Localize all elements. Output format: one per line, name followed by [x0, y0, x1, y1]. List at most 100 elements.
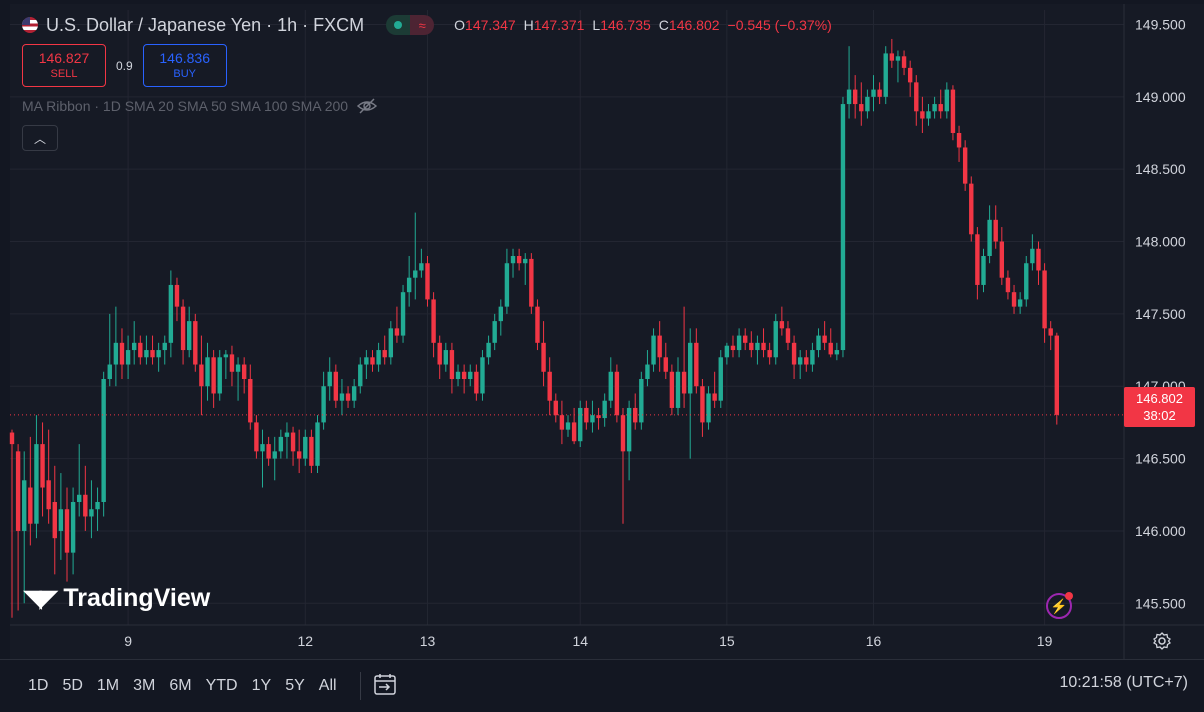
x-tick-label: 12 [297, 633, 313, 649]
gear-icon[interactable] [1152, 631, 1172, 651]
candle-body [77, 494, 82, 502]
candle-body [504, 263, 510, 307]
range-selector: 1D 5D 1M 3M 6M YTD 1Y 5Y All [22, 674, 344, 698]
range-5d[interactable]: 5D [62, 677, 83, 694]
candle-body [101, 379, 106, 502]
hidden-eye-icon[interactable] [356, 98, 378, 114]
range-1d[interactable]: 1D [28, 677, 49, 694]
candle-body [64, 509, 70, 553]
candle-body [449, 350, 455, 379]
candle-body [425, 263, 430, 300]
candle-body [22, 480, 27, 531]
indicator-label[interactable]: MA Ribbon · 1D SMA 20 SMA 50 SMA 100 SMA… [22, 98, 349, 114]
candle-body [431, 299, 436, 343]
lightning-alert-icon[interactable]: ⚡ [1046, 592, 1073, 619]
candle-body [339, 393, 345, 401]
replay-wave-icon[interactable]: ≈ [410, 15, 435, 35]
candle-body [296, 451, 302, 459]
candle-body [804, 357, 809, 365]
go-to-date-icon[interactable] [371, 672, 399, 698]
candle-body [724, 345, 730, 358]
candle-body [523, 258, 528, 264]
candle-body [791, 342, 797, 365]
candle-body [895, 56, 901, 61]
symbol-header: U.S. Dollar / Japanese Yen · 1h · FXCM ≈… [22, 13, 832, 37]
candle-body [956, 133, 962, 148]
market-open-icon[interactable] [386, 15, 411, 35]
candle-body [498, 306, 503, 322]
candle-body [785, 328, 791, 343]
candle-body [571, 422, 577, 442]
spread-value: 0.9 [116, 58, 133, 73]
y-tick-label: 146.000 [1135, 523, 1186, 539]
range-all[interactable]: All [318, 677, 337, 694]
symbol-title[interactable]: U.S. Dollar / Japanese Yen · 1h · FXCM [46, 14, 365, 35]
candle-body [1030, 248, 1035, 264]
close-value: 146.802 [668, 17, 720, 33]
range-3m[interactable]: 3M [133, 677, 156, 694]
clock-timezone[interactable]: 10:21:58 (UTC+7) [1059, 674, 1188, 691]
candle-body [712, 393, 717, 401]
range-6m[interactable]: 6M [169, 677, 192, 694]
candle-body [651, 335, 656, 365]
indicator-legend[interactable]: MA Ribbon · 1D SMA 20 SMA 50 SMA 100 SMA… [22, 98, 378, 114]
toolbar-divider [360, 672, 361, 700]
candle-body [266, 444, 271, 459]
candle-body [333, 371, 339, 401]
chart-panel[interactable] [10, 4, 1204, 659]
candle-body [602, 400, 607, 419]
candle-body [303, 436, 308, 459]
candle-body [290, 432, 296, 452]
candle-body [364, 357, 369, 365]
candle-body [345, 393, 351, 401]
x-tick-label: 19 [1037, 633, 1053, 649]
candle-body [413, 270, 418, 278]
candle-body [510, 256, 516, 264]
candle-body [235, 364, 241, 372]
candle-body [119, 342, 125, 365]
candle-body [278, 436, 284, 452]
candle-body [681, 371, 687, 394]
candle-body [382, 350, 387, 358]
candle-body [761, 342, 766, 351]
candle-body [596, 415, 601, 419]
candle-body [492, 321, 497, 343]
y-tick-label: 147.500 [1135, 306, 1186, 322]
candle-body [639, 379, 644, 423]
open-value: 147.347 [465, 17, 516, 33]
candle-body [730, 345, 736, 351]
candle-body [58, 509, 64, 531]
collapse-legend-button[interactable]: ︿ [22, 125, 58, 151]
high-key: H [523, 17, 534, 33]
high-value: 147.371 [533, 17, 585, 33]
candle-body [113, 342, 119, 365]
candle-body [260, 444, 265, 452]
candle-body [125, 350, 131, 365]
range-1m[interactable]: 1M [96, 677, 120, 694]
x-tick-label: 16 [866, 633, 882, 649]
candle-body [920, 111, 925, 119]
candle-body [981, 256, 986, 285]
range-ytd[interactable]: YTD [205, 677, 238, 694]
candle-body [822, 335, 827, 343]
candle-body [468, 371, 473, 379]
sell-button[interactable]: 146.827 SELL [22, 44, 106, 87]
bottom-toolbar: 1D 5D 1M 3M 6M YTD 1Y 5Y All 10:21:58 (U… [0, 659, 1204, 712]
candle-body [46, 480, 51, 510]
candle-body [1024, 263, 1029, 300]
range-1y[interactable]: 1Y [251, 677, 272, 694]
market-status[interactable]: ≈ [386, 15, 435, 35]
range-5y[interactable]: 5Y [285, 677, 305, 694]
candle-body [541, 342, 546, 372]
tradingview-logo[interactable]: ◥◤ TradingView [24, 584, 210, 613]
buy-button[interactable]: 146.836 BUY [142, 44, 227, 87]
candle-body [193, 321, 198, 365]
candle-body [608, 371, 613, 401]
candle-body [241, 364, 247, 379]
candle-body [736, 335, 742, 351]
x-tick-label: 13 [420, 633, 436, 649]
candle-body [138, 342, 143, 358]
candle-body [388, 328, 394, 358]
candle-body [162, 342, 167, 351]
